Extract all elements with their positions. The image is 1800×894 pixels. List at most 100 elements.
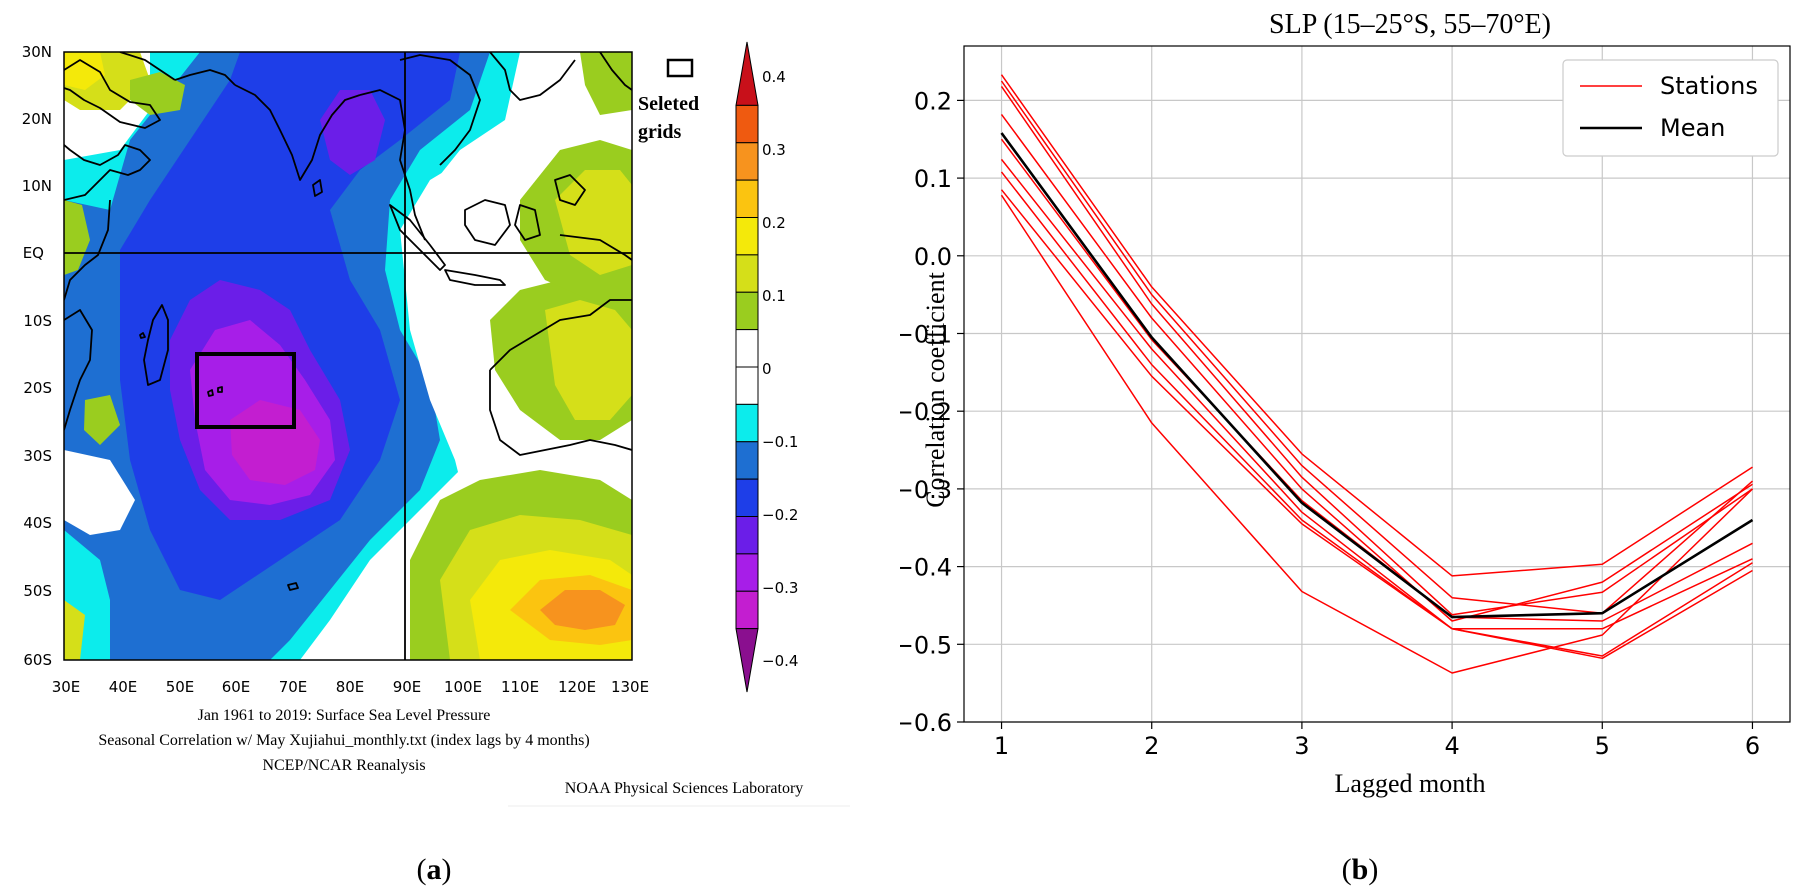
panel-b-label: (b) xyxy=(1342,853,1379,886)
lon-label: 110E xyxy=(501,678,539,696)
panel-a: 30N 20N 10N EQ 10S 20S 30S 40S 50S 60S 3… xyxy=(22,41,850,886)
selected-grid-box xyxy=(195,352,296,429)
legend-stations-label: Stations xyxy=(1660,72,1758,100)
panel-a-label: (a) xyxy=(417,853,452,886)
colorbar-segment xyxy=(735,478,759,517)
lon-label: 30E xyxy=(52,678,81,696)
station-line xyxy=(1000,85,1753,616)
lat-label: 30N xyxy=(22,43,52,61)
lon-label: 130E xyxy=(611,678,649,696)
y-tick-label: 0.0 xyxy=(914,243,952,271)
colorbar-segment xyxy=(735,41,759,106)
colorbar-label: −0.2 xyxy=(762,506,798,524)
x-tick-label: 6 xyxy=(1745,732,1760,760)
lon-label: 60E xyxy=(222,678,251,696)
colorbar-segment xyxy=(735,590,759,630)
panel-b: SLP (15–25°S, 55–70°E) 0.2 0.1 0.0 −0.1 −0.2… xyxy=(900,0,1800,894)
contour-yellowgreen-japan xyxy=(580,52,632,115)
colorbar-label: −0.1 xyxy=(762,433,798,451)
lat-label: 10S xyxy=(23,312,52,330)
longitude-axis: 30E 40E 50E 60E 70E 80E 90E 100E 110E 12… xyxy=(52,678,649,696)
x-tick-label: 1 xyxy=(994,732,1009,760)
lon-label: 120E xyxy=(558,678,596,696)
map-figure: 30N 20N 10N EQ 10S 20S 30S 40S 50S 60S 3… xyxy=(22,41,850,886)
x-tick-label: 3 xyxy=(1294,732,1309,760)
colorbar-segment xyxy=(735,553,759,592)
x-axis: 1 2 3 4 5 6 xyxy=(994,722,1760,760)
colorbar-label: 0 xyxy=(762,360,772,378)
selected-grids-legend-line2: grids xyxy=(638,121,682,143)
station-line xyxy=(1000,189,1753,660)
lat-label: 10N xyxy=(22,177,52,195)
y-tick-label: −0.4 xyxy=(900,554,952,582)
x-tick-label: 2 xyxy=(1144,732,1159,760)
caption-line2: Seasonal Correlation w/ May Xujiahui_mon… xyxy=(98,732,589,749)
noaa-credit: NOAA Physical Sciences Laboratory xyxy=(565,780,804,797)
station-line xyxy=(1000,74,1753,577)
contour-yellow-nw xyxy=(64,52,105,90)
station-line xyxy=(1000,158,1753,630)
lat-label: 60S xyxy=(23,651,52,669)
lat-label: 50S xyxy=(23,582,52,600)
colorbar-segment xyxy=(735,516,759,555)
colorbar-segment xyxy=(735,291,759,331)
lon-label: 90E xyxy=(393,678,422,696)
contour-magenta xyxy=(230,400,320,485)
colorbar-segment xyxy=(735,104,759,144)
colorbar-segment xyxy=(735,329,759,368)
y-axis-label: Correlation coefficient xyxy=(921,271,950,507)
caption-line3: NCEP/NCAR Reanalysis xyxy=(262,757,425,774)
lat-label: 20S xyxy=(23,379,52,397)
selected-grids-legend-box xyxy=(666,58,694,78)
colorbar-label: 0.3 xyxy=(762,141,786,159)
colorbar-segment xyxy=(735,366,759,405)
y-tick-label: 0.2 xyxy=(914,87,952,115)
x-axis-label: Lagged month xyxy=(1335,769,1486,798)
selected-grids-legend-line1: Seleted xyxy=(638,93,699,115)
y-tick-label: 0.1 xyxy=(914,165,952,193)
station-line xyxy=(1000,138,1753,622)
line-chart: SLP (15–25°S, 55–70°E) 0.2 0.1 0.0 −0.1 −0.2… xyxy=(900,9,1791,886)
map-frame xyxy=(63,51,633,661)
map-field xyxy=(64,52,632,660)
contour-orange-se xyxy=(540,590,625,630)
contour-lime-ne xyxy=(555,170,632,275)
y-tick-label: −0.6 xyxy=(900,709,952,737)
lon-label: 70E xyxy=(279,678,308,696)
colorbar-segment xyxy=(735,254,759,293)
colorbar-label: −0.3 xyxy=(762,579,798,597)
colorbar-labels: 0.4 0.3 0.2 0.1 0 −0.1 −0.2 −0.3 −0.4 xyxy=(762,68,798,670)
mean-line xyxy=(1000,132,1754,619)
x-tick-label: 5 xyxy=(1595,732,1610,760)
station-line xyxy=(1000,171,1753,657)
x-tick-label: 4 xyxy=(1444,732,1459,760)
lon-label: 100E xyxy=(444,678,482,696)
colorbar-label: 0.4 xyxy=(762,68,786,86)
colorbar-label: 0.2 xyxy=(762,214,786,232)
lon-label: 50E xyxy=(166,678,195,696)
lat-label: 30S xyxy=(23,447,52,465)
coastlines xyxy=(64,52,632,591)
colorbar-label: −0.4 xyxy=(762,652,798,670)
contour-yellowgreen-sw xyxy=(84,395,120,445)
lat-label: 40S xyxy=(23,514,52,532)
y-axis: 0.2 0.1 0.0 −0.1 −0.2 −0.3 −0.4 −0.5 −0.6 xyxy=(900,87,964,737)
map-caption: Jan 1961 to 2019: Surface Sea Level Pres… xyxy=(98,707,589,774)
station-line xyxy=(1000,194,1754,674)
legend-mean-label: Mean xyxy=(1660,114,1725,142)
station-line xyxy=(1000,113,1753,622)
legend-box xyxy=(1562,59,1779,157)
latitude-axis: 30N 20N 10N EQ 10S 20S 30S 40S 50S 60S xyxy=(22,43,52,669)
station-line xyxy=(1000,80,1753,614)
y-tick-label: −0.3 xyxy=(900,476,952,504)
contour-yellowgreen-west xyxy=(64,200,90,275)
colorbar-segment xyxy=(735,628,759,693)
chart-title: SLP (15–25°S, 55–70°E) xyxy=(1269,9,1551,40)
lat-label: EQ xyxy=(23,244,44,262)
contour-lime-australia xyxy=(545,300,632,420)
colorbar xyxy=(735,41,759,693)
legend: Stations Mean xyxy=(1562,59,1779,157)
series-lines xyxy=(1000,74,1754,674)
colorbar-segment xyxy=(735,142,759,181)
colorbar-segment xyxy=(735,179,759,218)
